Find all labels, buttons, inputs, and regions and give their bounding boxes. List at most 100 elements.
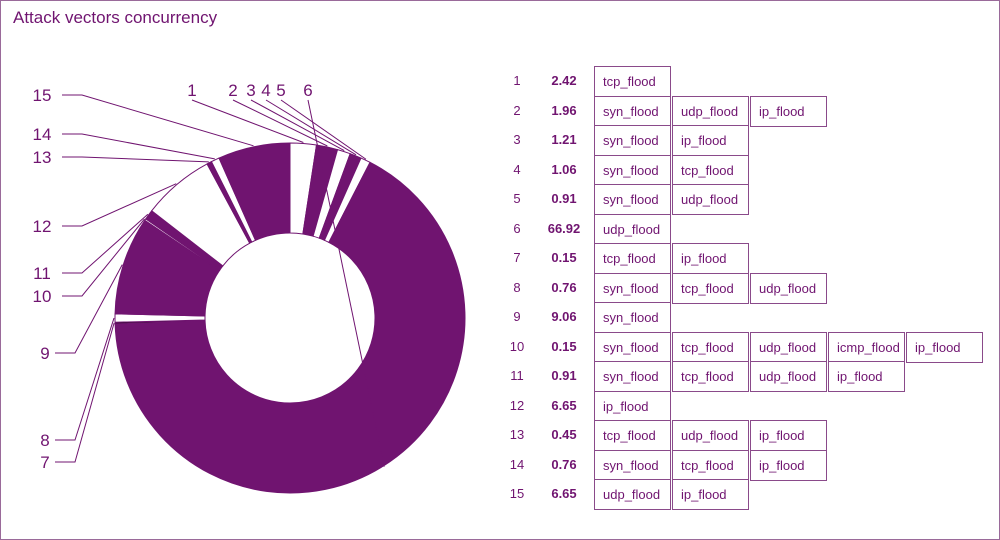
vector-cell: syn_flood	[594, 331, 671, 363]
vector-cell: ip_flood	[750, 95, 827, 127]
vector-cells: udp_flood ip_flood	[594, 479, 750, 510]
vector-cell: tcp_flood	[672, 449, 749, 481]
leader-line-13	[62, 156, 209, 163]
vector-cell: udp_flood	[594, 479, 671, 510]
row-number: 13	[509, 427, 525, 442]
vector-cell: icmp_flood	[828, 331, 905, 363]
vector-cell: tcp_flood	[594, 66, 671, 97]
leader-line-6	[307, 99, 385, 467]
vector-cell: udp_flood	[750, 361, 827, 392]
row-value: 1.96	[551, 102, 577, 118]
slice-label-2: 2	[228, 81, 237, 100]
vector-cell: tcp_flood	[672, 154, 749, 186]
vector-cell: syn_flood	[594, 125, 671, 156]
vector-cells: syn_flood udp_flood	[594, 184, 750, 215]
vector-cell: udp_flood	[672, 184, 749, 215]
leader-line-14	[62, 133, 215, 160]
row-number: 5	[513, 191, 521, 206]
vector-cells: syn_flood tcp_flood udp_flood ip_flood	[594, 361, 906, 392]
vector-cell: tcp_flood	[594, 243, 671, 274]
vector-cells: syn_flood tcp_flood	[594, 154, 750, 186]
vector-cell: ip_flood	[672, 243, 749, 274]
row-number: 12	[509, 397, 525, 413]
row-number: 11	[510, 368, 524, 383]
vector-cell: tcp_flood	[672, 331, 749, 363]
donut-slice-6	[114, 161, 466, 494]
vector-cell: ip_flood	[672, 125, 749, 156]
row-number: 3	[513, 132, 521, 147]
row-value: 9.06	[551, 309, 577, 324]
row-value: 0.76	[551, 279, 577, 295]
vector-cells: tcp_flood ip_flood	[594, 243, 750, 274]
row-number: 10	[509, 338, 525, 354]
vector-cell: udp_flood	[672, 95, 749, 127]
row-value: 0.76	[551, 456, 577, 472]
row-value: 6.65	[551, 397, 577, 413]
vector-cells: syn_flood udp_flood ip_flood	[594, 95, 828, 127]
leader-line-7	[55, 322, 115, 463]
row-value: 1.21	[551, 132, 577, 147]
vector-cells: tcp_flood udp_flood ip_flood	[594, 420, 828, 451]
row-value: 0.15	[551, 250, 577, 265]
donut-slice-15	[218, 142, 291, 241]
row-number: 8	[513, 279, 521, 295]
vector-cells: syn_flood tcp_flood udp_flood icmp_flood ip_…	[594, 331, 984, 363]
vector-cell: ip_flood	[750, 420, 827, 451]
vector-cells: ip_flood	[594, 390, 672, 422]
row-number: 9	[513, 309, 521, 324]
vector-cells: udp_flood	[594, 213, 672, 245]
slice-label-3: 3	[246, 81, 255, 100]
vector-cell: syn_flood	[594, 449, 671, 481]
row-number: 1	[513, 73, 521, 88]
vector-cell: ip_flood	[828, 361, 905, 392]
leader-line-5	[280, 99, 367, 160]
vector-cells: syn_flood tcp_flood ip_flood	[594, 449, 828, 481]
slice-label-15: 15	[33, 86, 52, 105]
vector-cell: udp_flood	[750, 331, 827, 363]
row-value: 1.06	[551, 161, 577, 177]
vector-cell: tcp_flood	[672, 272, 749, 304]
leader-line-1	[191, 99, 304, 143]
leader-line-8	[55, 317, 115, 441]
vector-cells: tcp_flood	[594, 66, 672, 97]
vector-cell: syn_flood	[594, 184, 671, 215]
vector-cell: syn_flood	[594, 361, 671, 392]
slice-label-4: 4	[261, 81, 270, 100]
slice-label-7: 7	[40, 453, 49, 472]
row-number: 14	[509, 456, 525, 472]
vector-cell: udp_flood	[594, 213, 671, 245]
slice-label-13: 13	[33, 148, 52, 167]
leader-line-12	[62, 183, 177, 227]
slice-label-6: 6	[303, 81, 312, 100]
vector-cell: udp_flood	[672, 420, 749, 451]
row-value: 2.42	[551, 73, 577, 88]
vector-cell: syn_flood	[594, 272, 671, 304]
slice-label-9: 9	[40, 344, 49, 363]
leader-line-4	[265, 99, 357, 156]
slice-label-10: 10	[33, 287, 52, 306]
vector-cell: ip_flood	[672, 479, 749, 510]
vector-cell: ip_flood	[750, 449, 827, 481]
row-value: 66.92	[547, 220, 581, 236]
vector-cell: ip_flood	[906, 331, 983, 363]
row-value: 6.65	[551, 486, 577, 501]
vector-cells: syn_flood	[594, 302, 672, 333]
slice-label-5: 5	[276, 81, 285, 100]
vector-cell: tcp_flood	[594, 420, 671, 451]
row-number: 15	[509, 486, 525, 501]
slice-label-14: 14	[33, 125, 52, 144]
slice-label-1: 1	[187, 81, 196, 100]
vector-cell: syn_flood	[594, 302, 671, 333]
vector-cells: syn_flood tcp_flood udp_flood	[594, 272, 828, 304]
slice-label-12: 12	[33, 217, 52, 236]
leader-line-3	[250, 99, 345, 151]
leader-line-11	[62, 213, 149, 274]
row-value: 0.15	[551, 338, 577, 354]
row-number: 2	[513, 102, 521, 118]
vector-cell: syn_flood	[594, 95, 671, 127]
leader-line-15	[62, 94, 254, 147]
vector-cells: syn_flood ip_flood	[594, 125, 750, 156]
slice-label-11: 11	[33, 264, 51, 283]
row-value: 0.45	[551, 427, 577, 442]
